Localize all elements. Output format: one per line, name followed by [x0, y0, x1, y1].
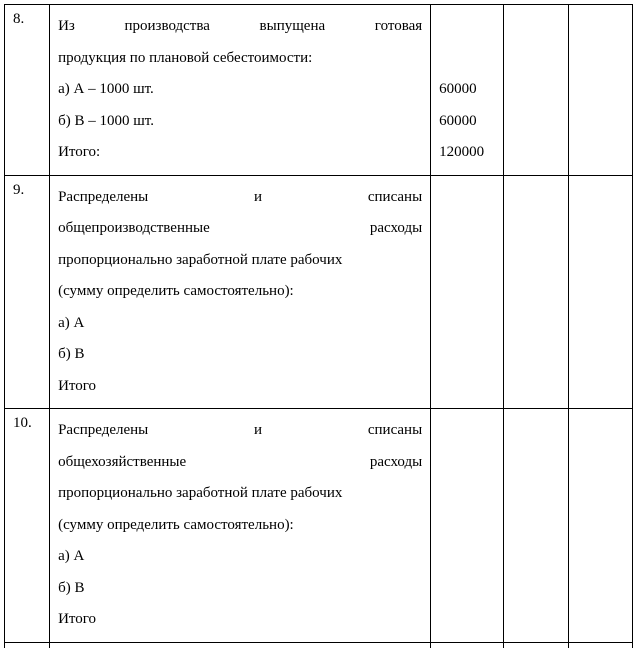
row-value-2 — [504, 5, 568, 176]
value-line: 120000 — [439, 137, 495, 169]
desc-line: пропорционально заработной плате рабочих — [58, 478, 422, 510]
row-description: Из производства выпущена готоваяпродукци… — [50, 5, 431, 176]
desc-line: Распределены и списаны — [58, 182, 422, 214]
desc-line: б) В — [58, 339, 422, 371]
desc-line: б) В — [58, 573, 422, 605]
desc-line: Распределены и списаны — [58, 415, 422, 447]
row-value-2 — [504, 175, 568, 409]
desc-line: а) А — [58, 541, 422, 573]
desc-line: а) А – 1000 шт. — [58, 74, 422, 106]
row-description: Распределены и списаныобщехозяйственные … — [50, 409, 431, 643]
row-value-1 — [431, 409, 504, 643]
row-value-2 — [504, 409, 568, 643]
table-row-stub — [5, 642, 633, 648]
value-line — [439, 43, 495, 75]
row-value-3 — [568, 5, 632, 176]
row-number: 9. — [5, 175, 50, 409]
desc-line: а) А — [58, 308, 422, 340]
table-row: 10.Распределены и списаныобщехозяйственн… — [5, 409, 633, 643]
desc-line: общехозяйственные расходы — [58, 447, 422, 479]
desc-line: общепроизводственные расходы — [58, 213, 422, 245]
value-line — [439, 11, 495, 43]
desc-line: пропорционально заработной плате рабочих — [58, 245, 422, 277]
desc-line: б) В – 1000 шт. — [58, 106, 422, 138]
row-description: Распределены и списаныобщепроизводственн… — [50, 175, 431, 409]
value-line: 60000 — [439, 106, 495, 138]
row-value-1 — [431, 175, 504, 409]
desc-line: Из производства выпущена готовая — [58, 11, 422, 43]
desc-line: Итого — [58, 371, 422, 403]
table-row: 8.Из производства выпущена готоваяпродук… — [5, 5, 633, 176]
row-number: 8. — [5, 5, 50, 176]
desc-line: продукция по плановой себестоимости: — [58, 43, 422, 75]
desc-line: Итого: — [58, 137, 422, 169]
table-row: 9.Распределены и списаныобщепроизводстве… — [5, 175, 633, 409]
row-value-3 — [568, 409, 632, 643]
accounting-table: 8.Из производства выпущена готоваяпродук… — [4, 4, 633, 648]
row-value-3 — [568, 175, 632, 409]
desc-line: (сумму определить самостоятельно): — [58, 510, 422, 542]
desc-line: Итого — [58, 604, 422, 636]
row-value-1: 6000060000120000 — [431, 5, 504, 176]
value-line: 60000 — [439, 74, 495, 106]
row-number: 10. — [5, 409, 50, 643]
desc-line: (сумму определить самостоятельно): — [58, 276, 422, 308]
